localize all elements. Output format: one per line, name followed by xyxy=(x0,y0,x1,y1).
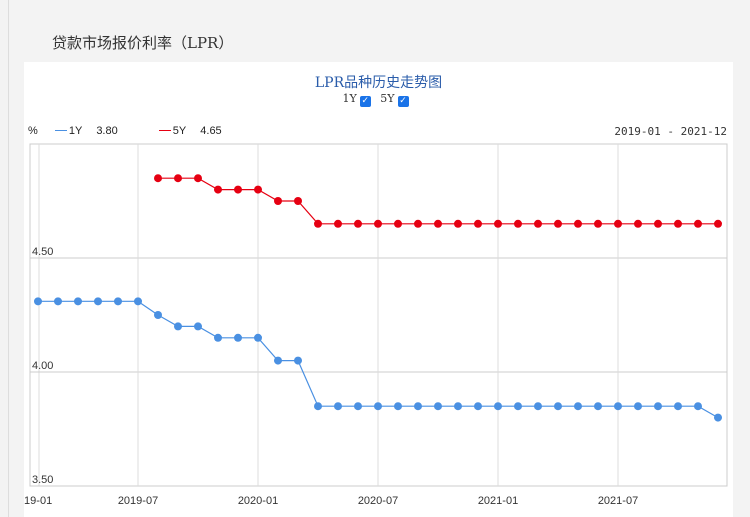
x-tick-label: 2020-07 xyxy=(358,495,398,507)
chart-card: LPR品种历史走势图 1Y ✓ 5Y ✓ % 1Y 3.80 5Y 4.65 2019-… xyxy=(24,62,733,517)
legend: % 1Y 3.80 5Y 4.65 xyxy=(28,125,228,137)
page-title: 贷款市场报价利率（LPR） xyxy=(52,34,234,52)
data-point-5Y xyxy=(614,219,622,228)
data-point-1Y xyxy=(194,322,202,331)
data-point-1Y xyxy=(234,333,242,342)
data-point-5Y xyxy=(594,219,602,228)
data-point-1Y xyxy=(394,402,402,411)
data-point-5Y xyxy=(414,219,422,228)
data-point-1Y xyxy=(34,297,42,306)
toggle-5y-label: 5Y xyxy=(380,92,395,105)
data-point-5Y xyxy=(454,219,462,228)
data-point-5Y xyxy=(194,174,202,183)
data-point-1Y xyxy=(154,311,162,319)
data-point-1Y xyxy=(134,297,142,306)
data-point-5Y xyxy=(274,197,282,205)
data-point-1Y xyxy=(54,297,62,306)
toggle-1y-checkbox[interactable]: ✓ xyxy=(359,96,371,107)
data-point-1Y xyxy=(414,402,422,411)
data-point-1Y xyxy=(94,297,102,306)
data-point-5Y xyxy=(654,219,662,228)
data-point-5Y xyxy=(294,197,302,205)
legend-1y-name: 1Y xyxy=(68,125,83,137)
data-point-1Y xyxy=(534,402,542,411)
data-point-5Y xyxy=(314,219,322,228)
data-point-5Y xyxy=(354,219,362,228)
legend-1y-value: 3.80 xyxy=(96,125,118,137)
data-point-5Y xyxy=(254,185,262,194)
series-toggles: 1Y ✓ 5Y ✓ xyxy=(24,92,733,107)
data-point-5Y xyxy=(714,219,722,228)
data-point-1Y xyxy=(254,333,262,342)
data-point-1Y xyxy=(714,413,722,422)
data-point-5Y xyxy=(554,219,562,228)
data-point-5Y xyxy=(634,219,642,228)
data-point-1Y xyxy=(214,333,222,342)
line-chart: 3.50 4.00 4.50 2019-01 2019-07 2020-01 2020-07… xyxy=(24,143,728,507)
page-border xyxy=(8,0,9,517)
chart-title: LPR品种历史走势图 xyxy=(314,75,443,91)
data-point-5Y xyxy=(174,174,182,183)
data-point-1Y xyxy=(274,356,282,365)
data-point-1Y xyxy=(494,402,502,411)
y-tick-label: 4.00 xyxy=(32,360,53,372)
x-tick-label: 2021-07 xyxy=(598,495,638,507)
data-point-1Y xyxy=(694,402,702,411)
data-point-5Y xyxy=(534,219,542,228)
data-point-1Y xyxy=(74,297,82,306)
x-tick-label: 2019-07 xyxy=(118,495,158,507)
data-point-5Y xyxy=(494,219,502,228)
x-tick-label: 2019-01 xyxy=(24,495,52,507)
x-tick-label: 2021-01 xyxy=(478,495,518,507)
legend-5y-name: 5Y xyxy=(172,125,187,137)
data-point-1Y xyxy=(374,402,382,411)
legend-5y-value: 4.65 xyxy=(200,125,222,137)
data-point-1Y xyxy=(474,402,482,411)
y-unit-label: % xyxy=(28,125,38,137)
toggle-5y-checkbox[interactable]: ✓ xyxy=(397,96,409,107)
data-point-1Y xyxy=(294,356,302,365)
data-point-1Y xyxy=(574,402,582,411)
data-point-1Y xyxy=(554,402,562,411)
series-line-5Y xyxy=(158,177,718,225)
y-tick-label: 4.50 xyxy=(32,246,53,258)
legend-1y-swatch xyxy=(54,130,67,131)
data-point-1Y xyxy=(114,297,122,306)
toggle-1y-label: 1Y xyxy=(342,92,357,105)
data-point-1Y xyxy=(594,402,602,411)
data-point-1Y xyxy=(614,402,622,411)
legend-5y-swatch xyxy=(158,130,171,131)
date-range: 2019-01 - 2021-12 xyxy=(614,125,727,138)
data-point-1Y xyxy=(454,402,462,411)
data-point-1Y xyxy=(434,402,442,411)
data-point-1Y xyxy=(654,402,662,411)
x-tick-label: 2020-01 xyxy=(238,495,278,507)
data-point-5Y xyxy=(674,219,682,228)
data-point-5Y xyxy=(334,219,342,228)
data-point-5Y xyxy=(514,219,522,228)
data-point-1Y xyxy=(174,322,182,331)
data-point-5Y xyxy=(394,219,402,228)
data-point-1Y xyxy=(334,402,342,411)
data-point-5Y xyxy=(374,219,382,228)
data-point-1Y xyxy=(354,402,362,411)
data-point-1Y xyxy=(314,402,322,411)
data-point-5Y xyxy=(214,185,222,194)
data-point-5Y xyxy=(474,219,482,228)
data-point-5Y xyxy=(154,174,162,183)
data-point-5Y xyxy=(234,185,242,194)
data-point-5Y xyxy=(694,219,702,228)
data-point-1Y xyxy=(674,402,682,411)
data-point-5Y xyxy=(434,219,442,228)
data-point-5Y xyxy=(574,219,582,228)
data-point-1Y xyxy=(634,402,642,411)
data-point-1Y xyxy=(514,402,522,411)
y-tick-label: 3.50 xyxy=(32,474,53,486)
